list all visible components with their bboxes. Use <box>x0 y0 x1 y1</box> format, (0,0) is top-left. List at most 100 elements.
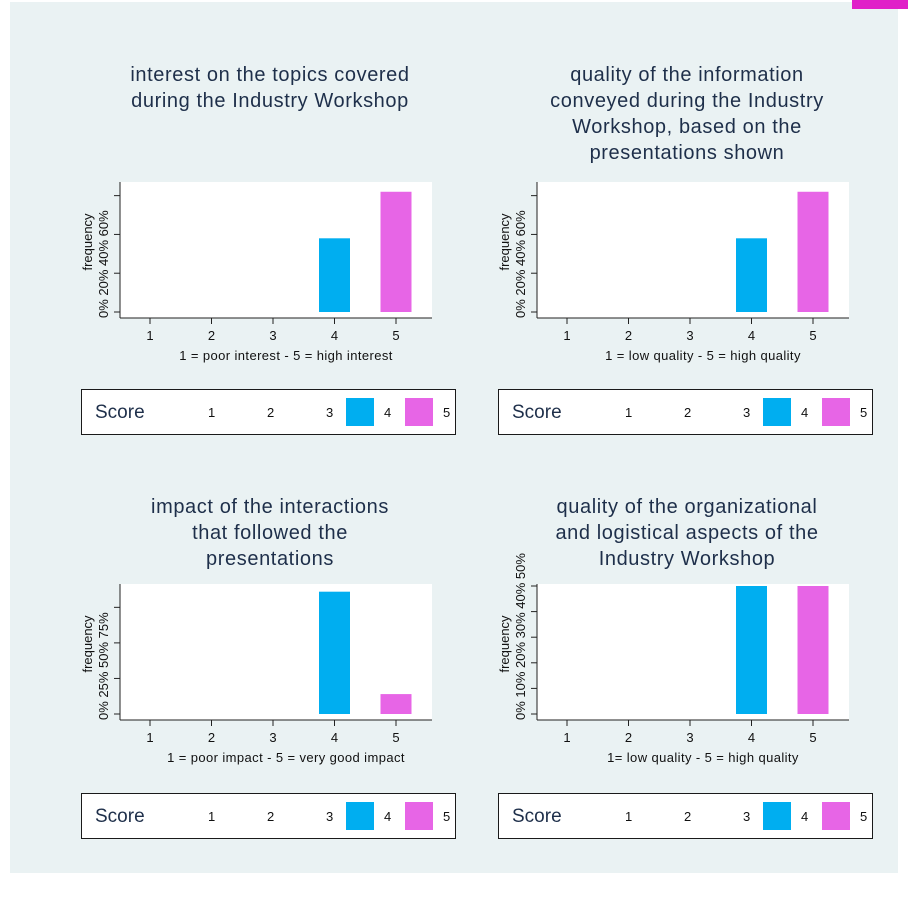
legend: Score 1 2 3 4 5 <box>81 793 456 839</box>
legend-key-2: 2 <box>267 405 275 420</box>
bar-score-5 <box>797 191 829 312</box>
bar-score-5 <box>380 191 412 312</box>
chart-title-line: interest on the topics covered <box>130 64 410 86</box>
x-tick-label: 5 <box>392 328 399 343</box>
bar-score-4 <box>319 238 350 312</box>
chart-panel-interactions-impact: impact of the interactions that followed… <box>70 494 470 914</box>
plot-area <box>537 584 849 720</box>
chart-title-line: presentations shown <box>589 142 785 164</box>
bar-score-4 <box>319 591 350 714</box>
chart-title-line: presentations <box>206 548 334 570</box>
legend-key-4: 4 <box>801 809 809 824</box>
legend-key-4: 4 <box>384 809 392 824</box>
x-axis-label: 1= low quality - 5 = high quality <box>607 750 799 765</box>
chart-title-line: impact of the interactions <box>151 496 389 518</box>
x-tick-label: 3 <box>686 730 693 745</box>
x-tick-label: 1 <box>146 328 153 343</box>
plot-area <box>120 182 432 318</box>
legend-swatch-4 <box>346 398 374 426</box>
legend-key-2: 2 <box>684 809 692 824</box>
chart-title-line: quality of the information <box>570 64 804 86</box>
legend-title: Score <box>95 402 145 423</box>
x-tick-label: 3 <box>269 328 276 343</box>
x-tick-label: 5 <box>809 730 816 745</box>
legend-key-4: 4 <box>384 405 392 420</box>
legend-key-3: 3 <box>743 405 751 420</box>
legend-key-2: 2 <box>684 405 692 420</box>
legend-key-2: 2 <box>267 809 275 824</box>
legend: Score 1 2 3 4 5 <box>81 389 456 435</box>
x-tick-label: 2 <box>208 730 215 745</box>
legend-key-3: 3 <box>326 809 334 824</box>
figure-background <box>10 2 898 873</box>
legend-key-5: 5 <box>443 405 451 420</box>
chart-plot: 0% 20% 40% 60%frequency 1 2 3 4 5 1 = low qual… <box>497 182 849 363</box>
chart-title: impact of the interactions that followed… <box>70 494 470 572</box>
legend-key-4: 4 <box>801 405 809 420</box>
chart-plot: 0% 25% 50% 75%frequency 1 2 3 4 5 1 = poor imp… <box>80 584 432 765</box>
chart-title-line: and logistical aspects of the <box>555 522 819 544</box>
legend-key-1: 1 <box>208 405 216 420</box>
y-axis-label: frequency <box>80 615 95 673</box>
x-tick-label: 4 <box>748 328 755 343</box>
y-axis-label: frequency <box>80 213 95 271</box>
x-tick-label: 1 <box>563 328 570 343</box>
legend-title: Score <box>512 806 562 827</box>
bar-score-4 <box>736 586 767 714</box>
chart-title: quality of the information conveyed duri… <box>487 62 887 166</box>
legend-swatch-5 <box>405 802 433 830</box>
bar-score-4 <box>736 238 767 312</box>
x-tick-label: 1 <box>146 730 153 745</box>
x-tick-label: 5 <box>809 328 816 343</box>
legend-key-1: 1 <box>625 405 633 420</box>
chart-panel-organization-quality: quality of the organizational and logist… <box>487 494 887 914</box>
x-axis-label: 1 = low quality - 5 = high quality <box>605 348 801 363</box>
y-tick-labels: 0% 20% 40% 60% <box>96 210 111 318</box>
chart-title: quality of the organizational and logist… <box>487 494 887 572</box>
plot-area <box>120 584 432 720</box>
legend-swatch-5 <box>822 398 850 426</box>
x-tick-label: 4 <box>331 328 338 343</box>
legend-key-1: 1 <box>625 809 633 824</box>
x-tick-label: 2 <box>208 328 215 343</box>
legend-key-1: 1 <box>208 809 216 824</box>
legend-swatch-4 <box>346 802 374 830</box>
x-tick-label: 2 <box>625 328 632 343</box>
legend-key-5: 5 <box>860 405 868 420</box>
plot-area <box>537 182 849 318</box>
chart-title: interest on the topics covered during th… <box>70 62 470 114</box>
bar-score-5 <box>797 586 829 714</box>
x-tick-label: 4 <box>748 730 755 745</box>
x-axis-label: 1 = poor interest - 5 = high interest <box>179 348 393 363</box>
x-tick-label: 2 <box>625 730 632 745</box>
chart-plot: 0% 20% 40% 60%frequency 1 2 3 4 5 1 = poor int… <box>80 182 432 363</box>
chart-panel-information-quality: quality of the information conveyed duri… <box>487 62 887 482</box>
legend-swatch-4 <box>763 398 791 426</box>
y-axis-label: frequency <box>497 615 512 673</box>
x-tick-label: 4 <box>331 730 338 745</box>
chart-title-line: that followed the <box>192 522 348 544</box>
legend-swatch-5 <box>822 802 850 830</box>
chart-title-line: Industry Workshop <box>598 548 776 570</box>
chart-title-line: conveyed during the Industry <box>550 90 824 112</box>
legend-swatch-5 <box>405 398 433 426</box>
x-tick-label: 3 <box>686 328 693 343</box>
legend-key-5: 5 <box>860 809 868 824</box>
chart-title-line: during the Industry Workshop <box>131 90 409 112</box>
x-axis-label: 1 = poor impact - 5 = very good impact <box>167 750 405 765</box>
y-tick-labels: 0% 25% 50% 75% <box>96 612 111 720</box>
legend-key-3: 3 <box>326 405 334 420</box>
chart-title-line: quality of the organizational <box>556 496 818 518</box>
chart-plot: 0% 10% 20% 30% 40% 50%frequency 1 2 3 4 5 1= l… <box>497 553 849 765</box>
y-tick-labels: 0% 10% 20% 30% 40% 50% <box>513 553 528 720</box>
x-tick-label: 5 <box>392 730 399 745</box>
legend-title: Score <box>95 806 145 827</box>
y-axis-label: frequency <box>497 213 512 271</box>
x-tick-label: 3 <box>269 730 276 745</box>
legend-title: Score <box>512 402 562 423</box>
legend: Score 1 2 3 4 5 <box>498 793 873 839</box>
x-tick-label: 1 <box>563 730 570 745</box>
bar-score-5 <box>380 694 412 714</box>
chart-panel-topics-interest: interest on the topics covered during th… <box>70 62 470 482</box>
legend-swatch-4 <box>763 802 791 830</box>
